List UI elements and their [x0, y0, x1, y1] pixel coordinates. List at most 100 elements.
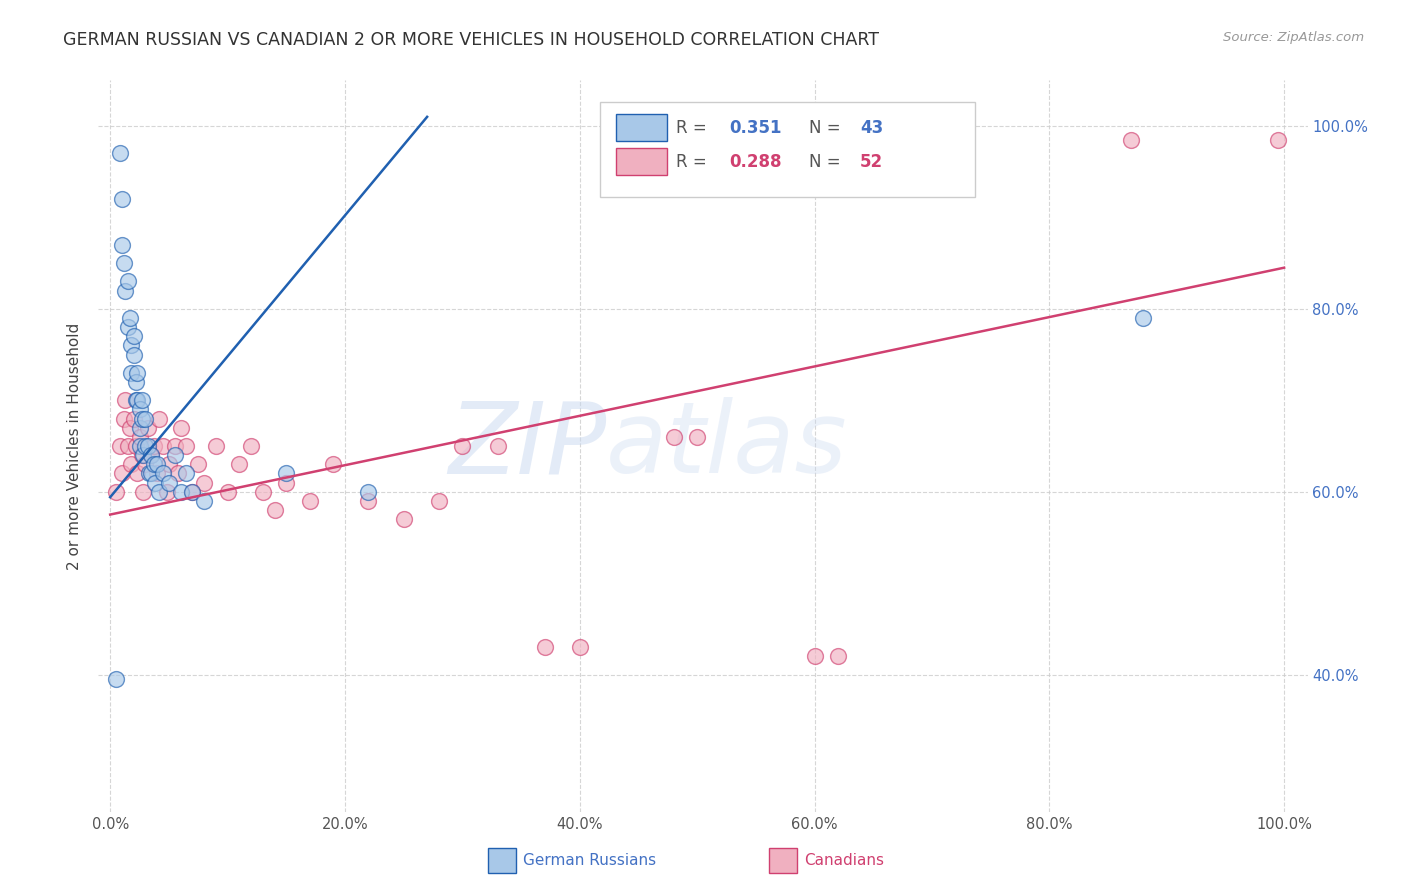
Point: [155, 484, 177, 499]
Point: [141, 448, 163, 462]
Point: [131, 411, 153, 425]
Point: [193, 494, 215, 508]
Point: [240, 439, 263, 453]
FancyBboxPatch shape: [488, 848, 516, 873]
Point: [1267, 133, 1289, 147]
Point: [111, 238, 134, 252]
Point: [176, 467, 198, 481]
Point: [568, 640, 591, 655]
Text: 43: 43: [860, 119, 883, 136]
Point: [136, 439, 159, 453]
Point: [662, 430, 685, 444]
Point: [128, 420, 150, 434]
Point: [114, 284, 136, 298]
Point: [127, 366, 149, 380]
Text: Source: ZipAtlas.com: Source: ZipAtlas.com: [1223, 31, 1364, 45]
Point: [357, 494, 380, 508]
Point: [276, 475, 298, 490]
Point: [120, 310, 142, 325]
Point: [1121, 133, 1143, 147]
Text: N =: N =: [810, 153, 846, 171]
Text: 52: 52: [860, 153, 883, 171]
Point: [204, 439, 226, 453]
Text: 0.351: 0.351: [730, 119, 782, 136]
Point: [105, 484, 128, 499]
Point: [146, 458, 169, 472]
Point: [122, 411, 145, 425]
Point: [252, 484, 274, 499]
Point: [134, 411, 156, 425]
Point: [132, 448, 155, 462]
Point: [125, 439, 148, 453]
Point: [176, 439, 198, 453]
Point: [193, 475, 215, 490]
Point: [127, 393, 149, 408]
Text: atlas: atlas: [606, 398, 848, 494]
Point: [138, 467, 160, 481]
Point: [148, 411, 170, 425]
Point: [322, 458, 344, 472]
Point: [686, 430, 709, 444]
Point: [128, 439, 150, 453]
Point: [157, 475, 180, 490]
Point: [217, 484, 239, 499]
Point: [108, 439, 131, 453]
Point: [128, 402, 150, 417]
Point: [827, 649, 849, 664]
Point: [263, 503, 285, 517]
Point: [142, 439, 165, 453]
Point: [152, 467, 174, 481]
Point: [181, 484, 204, 499]
Text: Canadians: Canadians: [804, 854, 884, 868]
Point: [132, 484, 155, 499]
Point: [167, 467, 190, 481]
Point: [486, 439, 509, 453]
Point: [131, 393, 153, 408]
Point: [117, 439, 139, 453]
Point: [169, 420, 191, 434]
Point: [108, 146, 131, 161]
FancyBboxPatch shape: [600, 103, 976, 197]
Point: [120, 458, 142, 472]
Point: [136, 420, 159, 434]
Text: 0.288: 0.288: [730, 153, 782, 171]
Point: [163, 439, 186, 453]
FancyBboxPatch shape: [616, 148, 666, 176]
Point: [117, 275, 139, 289]
Point: [112, 256, 135, 270]
Point: [120, 420, 142, 434]
Point: [128, 430, 150, 444]
Point: [148, 484, 170, 499]
Point: [298, 494, 321, 508]
Point: [181, 484, 204, 499]
FancyBboxPatch shape: [769, 848, 797, 873]
Point: [105, 672, 128, 686]
Point: [357, 484, 380, 499]
Point: [122, 329, 145, 343]
Text: GERMAN RUSSIAN VS CANADIAN 2 OR MORE VEHICLES IN HOUSEHOLD CORRELATION CHART: GERMAN RUSSIAN VS CANADIAN 2 OR MORE VEH…: [63, 31, 879, 49]
Point: [533, 640, 555, 655]
Text: R =: R =: [676, 119, 713, 136]
Point: [114, 393, 136, 408]
Point: [427, 494, 450, 508]
Point: [141, 467, 163, 481]
Point: [111, 192, 134, 206]
Point: [122, 348, 145, 362]
Point: [127, 467, 149, 481]
Point: [276, 467, 298, 481]
Text: ZIP: ZIP: [449, 398, 606, 494]
Point: [169, 484, 191, 499]
Point: [803, 649, 825, 664]
Point: [228, 458, 250, 472]
Point: [120, 366, 142, 380]
Point: [112, 411, 135, 425]
FancyBboxPatch shape: [616, 114, 666, 141]
Point: [146, 467, 169, 481]
Text: German Russians: German Russians: [523, 854, 657, 868]
Point: [152, 439, 174, 453]
Point: [125, 393, 148, 408]
Point: [117, 320, 139, 334]
Point: [134, 439, 156, 453]
Y-axis label: 2 or more Vehicles in Household: 2 or more Vehicles in Household: [67, 322, 83, 570]
Point: [134, 458, 156, 472]
